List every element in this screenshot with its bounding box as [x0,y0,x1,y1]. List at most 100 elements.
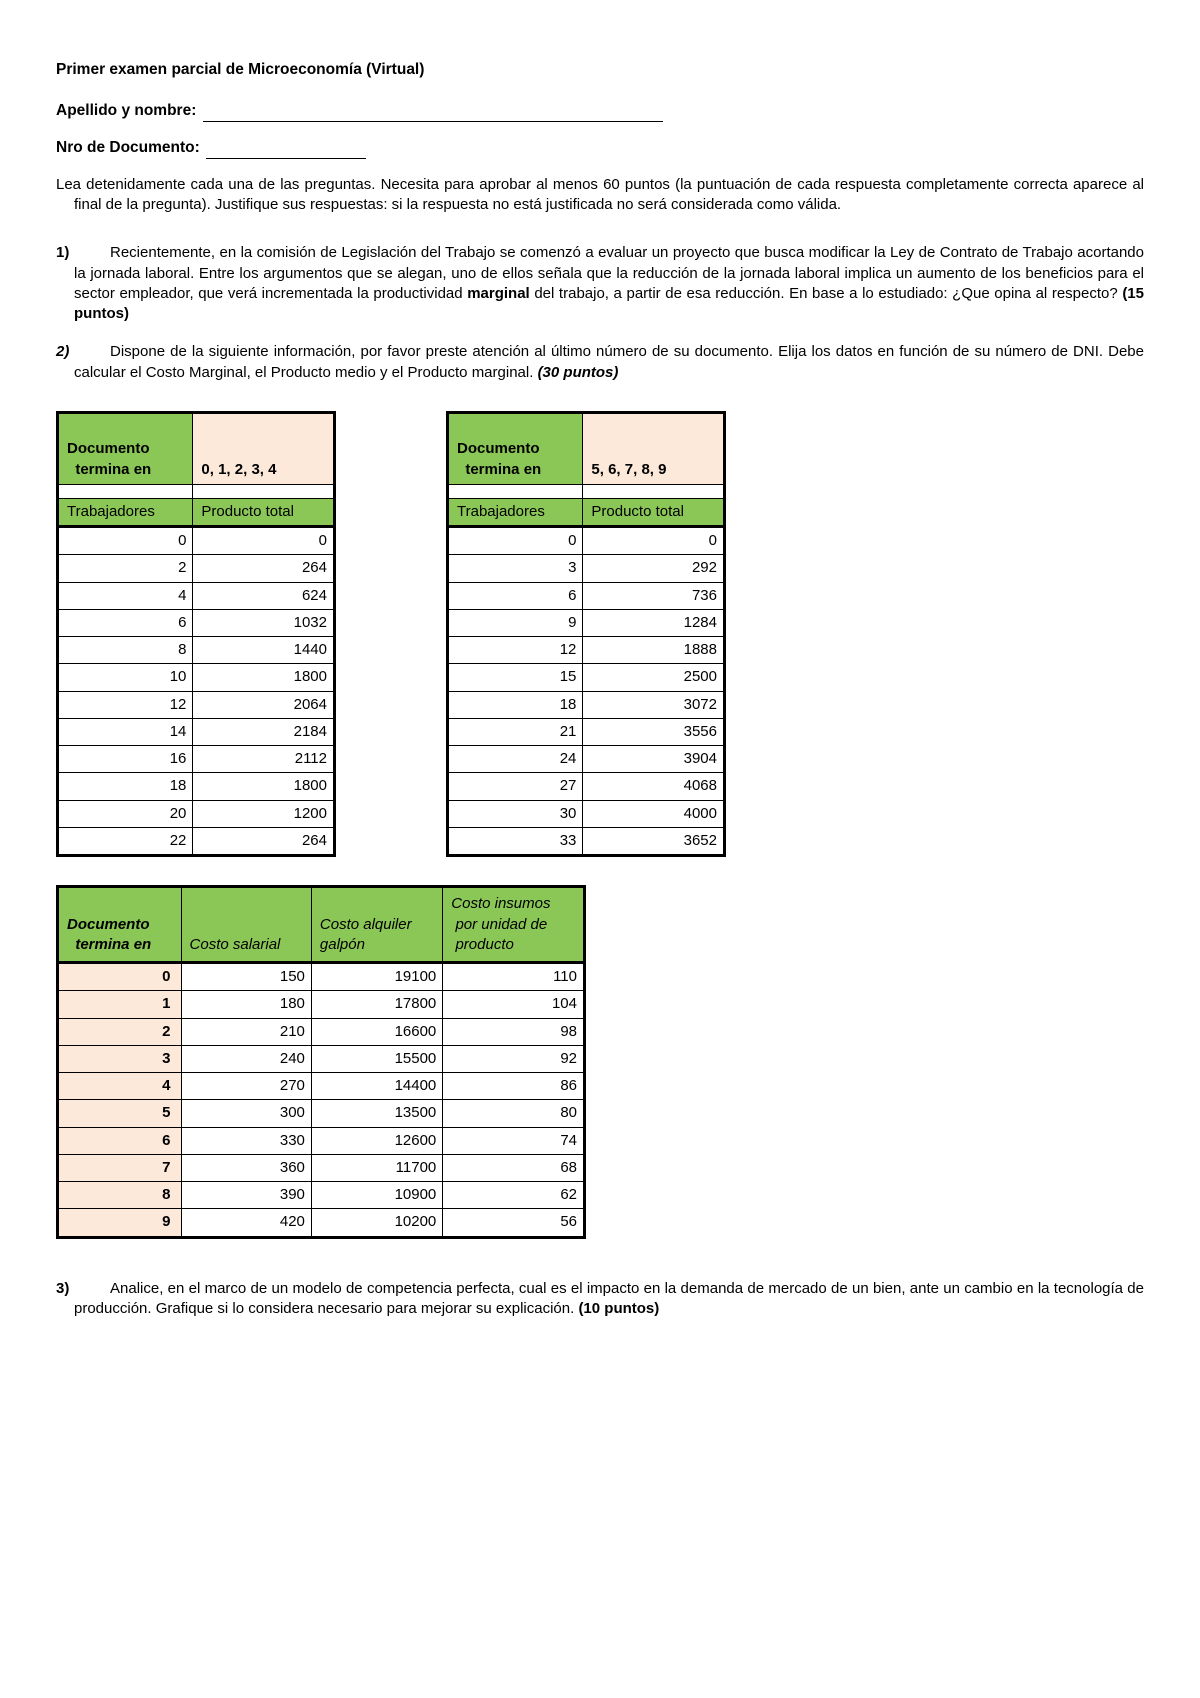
table-cell: 86 [443,1073,585,1100]
table-cell: 2 [58,555,193,582]
table-cell: 1440 [193,637,335,664]
table-cell: 10200 [311,1209,442,1237]
table-cell: 2 [58,1018,182,1045]
table-a-col1: Trabajadores [58,498,193,526]
question-1: 1)Recientemente, en la comisión de Legis… [56,243,1144,324]
table-cell: 9 [58,1209,182,1237]
question-2: 2)Dispone de la siguiente información, p… [56,342,1144,383]
table-cell: 7 [58,1154,182,1181]
table-cell: 14 [58,718,193,745]
table-cell: 4 [58,1073,182,1100]
table-cell: 624 [193,582,335,609]
table-cell: 5 [58,1100,182,1127]
doc-label: Nro de Documento: [56,139,200,156]
q1-marginal: marginal [467,285,530,302]
q1-text-b: del trabajo, a partir de esa reducción. … [530,285,1123,302]
table-cell: 20 [58,800,193,827]
table-a: Documento termina en 0, 1, 2, 3, 4 Traba… [56,411,336,857]
table-cell: 110 [443,963,585,991]
name-label: Apellido y nombre: [56,102,196,119]
table-cell: 15 [448,664,583,691]
table-cell: 0 [448,527,583,555]
table-cell: 19100 [311,963,442,991]
table-cell: 736 [583,582,725,609]
table-cell: 1284 [583,609,725,636]
table-cell: 6 [448,582,583,609]
table-cell: 390 [181,1182,311,1209]
table-a-range: 0, 1, 2, 3, 4 [193,412,335,484]
table-cell: 104 [443,991,585,1018]
table-cell: 1800 [193,773,335,800]
table-cell: 270 [181,1073,311,1100]
table-cell: 264 [193,827,335,855]
table-cell: 24 [448,746,583,773]
table-cell: 6 [58,609,193,636]
q2-number: 2) [56,342,110,362]
table-cell: 74 [443,1127,585,1154]
table-cell: 12 [58,691,193,718]
table-cell: 1800 [193,664,335,691]
table-cell: 1032 [193,609,335,636]
table-cell: 2500 [583,664,725,691]
table-cell: 16600 [311,1018,442,1045]
table-cell: 92 [443,1045,585,1072]
table-cell: 11700 [311,1154,442,1181]
table-cell: 0 [58,963,182,991]
table-a-col2: Producto total [193,498,335,526]
table-cell: 3556 [583,718,725,745]
table-cell: 292 [583,555,725,582]
table-cell: 420 [181,1209,311,1237]
table-cell: 9 [448,609,583,636]
table-b-col1: Trabajadores [448,498,583,526]
table-cell: 1 [58,991,182,1018]
table-cell: 8 [58,1182,182,1209]
table-cell: 12600 [311,1127,442,1154]
table-cell: 13500 [311,1100,442,1127]
table-cell: 3 [58,1045,182,1072]
doc-field-line: Nro de Documento: [56,138,1144,159]
table-cell: 18 [448,691,583,718]
table-cell: 2112 [193,746,335,773]
table-cell: 14400 [311,1073,442,1100]
table-cell: 3 [448,555,583,582]
doc-underline [206,158,366,159]
table-cell: 80 [443,1100,585,1127]
table-cell: 3904 [583,746,725,773]
exam-title: Primer examen parcial de Microeconomía (… [56,60,1144,81]
table-cell: 4068 [583,773,725,800]
table-cell: 6 [58,1127,182,1154]
cost-table: Documento termina en Costo salarial Cost… [56,885,586,1239]
table-b-range: 5, 6, 7, 8, 9 [583,412,725,484]
table-cell: 17800 [311,991,442,1018]
table-cell: 56 [443,1209,585,1237]
table-cell: 12 [448,637,583,664]
table-cell: 33 [448,827,583,855]
cost-h1: Documento termina en [58,887,182,963]
table-cell: 30 [448,800,583,827]
data-tables-row: Documento termina en 0, 1, 2, 3, 4 Traba… [56,411,1144,857]
q3-number: 3) [56,1279,110,1299]
table-cell: 62 [443,1182,585,1209]
table-cell: 10 [58,664,193,691]
table-cell: 3652 [583,827,725,855]
table-cell: 10900 [311,1182,442,1209]
table-cell: 240 [181,1045,311,1072]
table-cell: 330 [181,1127,311,1154]
table-cell: 8 [58,637,193,664]
table-cell: 1888 [583,637,725,664]
table-cell: 4 [58,582,193,609]
name-field-line: Apellido y nombre: [56,101,1144,122]
cost-h4: Costo insumos por unidad de producto [443,887,585,963]
table-cell: 98 [443,1018,585,1045]
q1-number: 1) [56,243,110,263]
table-cell: 27 [448,773,583,800]
table-cell: 180 [181,991,311,1018]
table-cell: 16 [58,746,193,773]
table-b-col2: Producto total [583,498,725,526]
table-cell: 3072 [583,691,725,718]
table-cell: 2184 [193,718,335,745]
table-cell: 0 [193,527,335,555]
table-cell: 21 [448,718,583,745]
table-a-doc-header: Documento termina en [58,412,193,484]
table-cell: 68 [443,1154,585,1181]
